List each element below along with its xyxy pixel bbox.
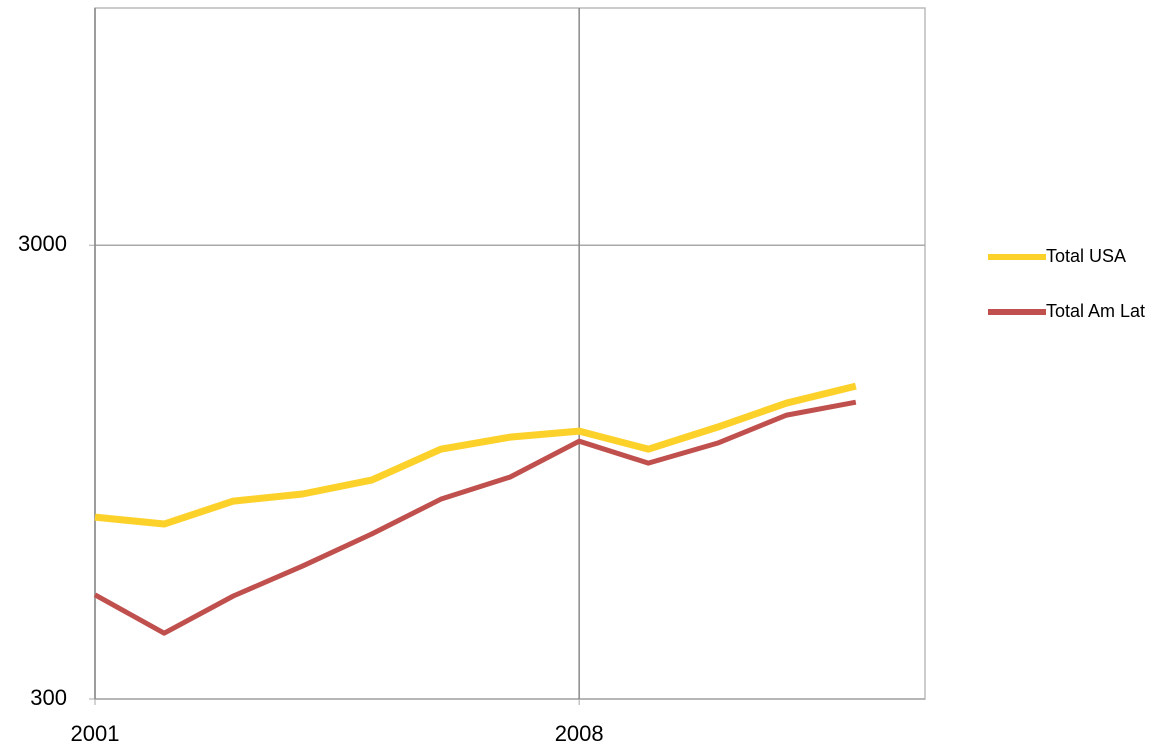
x-tick-label: 2008: [555, 721, 604, 746]
y-tick-label: 300: [30, 685, 67, 710]
y-tick-label: 3000: [18, 231, 67, 256]
legend-entry: Total Am Lat: [988, 300, 1153, 323]
legend-swatch: [988, 309, 1046, 315]
legend-entry: Total USA: [988, 245, 1153, 268]
plot-area: [94, 7, 926, 700]
series-line: [93, 399, 857, 636]
legend: Total USA Total Am Lat: [988, 245, 1153, 355]
legend-swatch: [988, 254, 1046, 260]
series-line: [94, 382, 857, 528]
legend-label: Total USA: [1046, 246, 1127, 266]
legend-label: Total Am Lat: [1046, 301, 1146, 321]
x-tick-label: 2001: [71, 721, 120, 746]
